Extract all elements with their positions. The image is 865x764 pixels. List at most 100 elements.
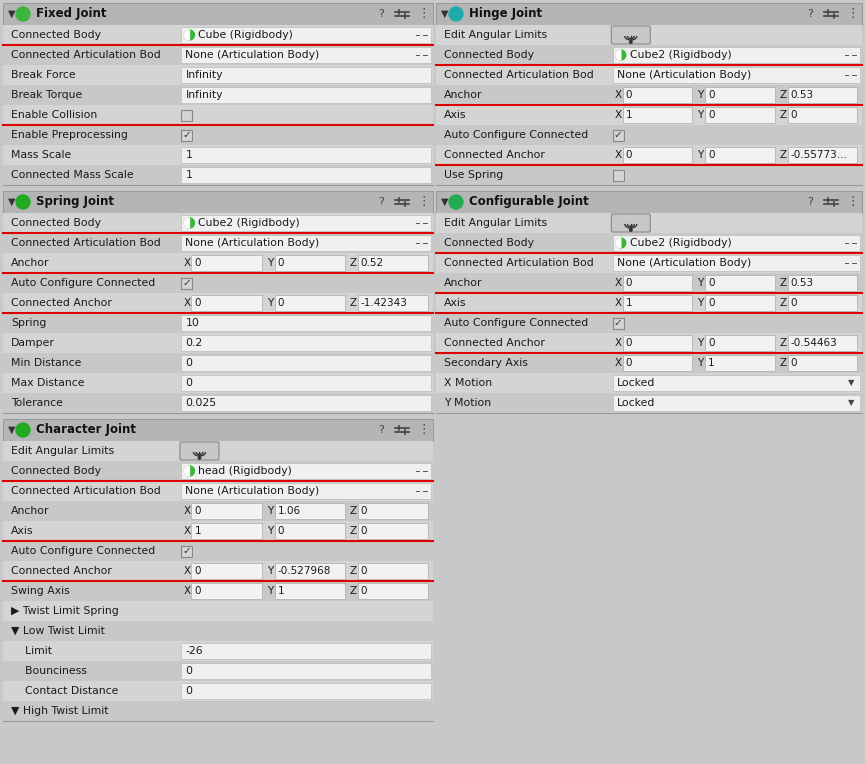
FancyBboxPatch shape bbox=[3, 145, 433, 165]
Text: 0: 0 bbox=[708, 278, 714, 288]
FancyBboxPatch shape bbox=[182, 395, 431, 411]
Text: Break Force: Break Force bbox=[11, 70, 75, 80]
Text: 10: 10 bbox=[185, 318, 199, 328]
Text: 1: 1 bbox=[185, 170, 192, 180]
Text: Locked: Locked bbox=[617, 398, 655, 408]
Wedge shape bbox=[616, 238, 621, 248]
FancyBboxPatch shape bbox=[436, 313, 862, 333]
Text: Axis: Axis bbox=[11, 526, 34, 536]
FancyBboxPatch shape bbox=[182, 167, 431, 183]
Text: ▼: ▼ bbox=[8, 197, 16, 207]
FancyBboxPatch shape bbox=[623, 355, 692, 371]
Text: 0.025: 0.025 bbox=[185, 398, 216, 408]
Text: ?: ? bbox=[378, 9, 384, 19]
Wedge shape bbox=[616, 50, 621, 60]
Text: Z: Z bbox=[779, 150, 787, 160]
Text: Y: Y bbox=[266, 298, 272, 308]
Text: Anchor: Anchor bbox=[11, 258, 49, 268]
FancyBboxPatch shape bbox=[436, 145, 862, 165]
Text: 0: 0 bbox=[625, 338, 632, 348]
Text: 1: 1 bbox=[185, 150, 192, 160]
Text: Character Joint: Character Joint bbox=[36, 423, 136, 436]
Text: 0: 0 bbox=[185, 378, 192, 388]
FancyBboxPatch shape bbox=[358, 523, 428, 539]
FancyBboxPatch shape bbox=[274, 523, 345, 539]
Text: 0: 0 bbox=[278, 526, 284, 536]
Text: 0.53: 0.53 bbox=[791, 278, 814, 288]
FancyBboxPatch shape bbox=[3, 165, 433, 185]
Text: Mass Scale: Mass Scale bbox=[11, 150, 71, 160]
Text: Z: Z bbox=[349, 586, 357, 596]
FancyBboxPatch shape bbox=[274, 295, 345, 311]
Text: X: X bbox=[615, 358, 622, 368]
Text: 0: 0 bbox=[185, 686, 192, 696]
Text: Connected Articulation Bod: Connected Articulation Bod bbox=[444, 70, 593, 80]
Text: Edit Angular Limits: Edit Angular Limits bbox=[11, 446, 114, 456]
Text: 0: 0 bbox=[708, 298, 714, 308]
Text: ?: ? bbox=[807, 197, 813, 207]
Text: Anchor: Anchor bbox=[444, 90, 483, 100]
FancyBboxPatch shape bbox=[3, 641, 433, 661]
Text: Connected Body: Connected Body bbox=[11, 30, 101, 40]
Text: Z: Z bbox=[779, 110, 787, 120]
FancyBboxPatch shape bbox=[436, 273, 862, 293]
FancyBboxPatch shape bbox=[3, 25, 433, 45]
FancyBboxPatch shape bbox=[182, 483, 431, 499]
FancyBboxPatch shape bbox=[436, 85, 862, 105]
Text: X: X bbox=[615, 338, 622, 348]
Text: ▶ Twist Limit Spring: ▶ Twist Limit Spring bbox=[11, 606, 119, 616]
Text: Z: Z bbox=[349, 258, 357, 268]
FancyBboxPatch shape bbox=[3, 481, 433, 501]
Text: Connected Mass Scale: Connected Mass Scale bbox=[11, 170, 133, 180]
Text: X: X bbox=[183, 506, 190, 516]
Text: 0: 0 bbox=[185, 666, 192, 676]
Text: Connected Articulation Bod: Connected Articulation Bod bbox=[11, 238, 161, 248]
FancyBboxPatch shape bbox=[623, 295, 692, 311]
Text: Fixed Joint: Fixed Joint bbox=[36, 8, 106, 21]
Text: Z: Z bbox=[349, 526, 357, 536]
FancyBboxPatch shape bbox=[191, 523, 261, 539]
FancyBboxPatch shape bbox=[436, 125, 862, 145]
FancyBboxPatch shape bbox=[3, 561, 433, 581]
FancyBboxPatch shape bbox=[612, 26, 650, 44]
FancyBboxPatch shape bbox=[705, 107, 774, 123]
FancyBboxPatch shape bbox=[788, 87, 857, 103]
FancyBboxPatch shape bbox=[3, 233, 433, 253]
Text: Tolerance: Tolerance bbox=[11, 398, 63, 408]
Text: Connected Anchor: Connected Anchor bbox=[444, 338, 545, 348]
FancyBboxPatch shape bbox=[623, 107, 692, 123]
FancyBboxPatch shape bbox=[191, 503, 261, 519]
FancyBboxPatch shape bbox=[436, 3, 862, 25]
FancyBboxPatch shape bbox=[623, 147, 692, 163]
Text: 0: 0 bbox=[625, 150, 632, 160]
Text: Locked: Locked bbox=[617, 378, 655, 388]
Text: Connected Anchor: Connected Anchor bbox=[11, 298, 112, 308]
FancyBboxPatch shape bbox=[705, 147, 774, 163]
Text: Z: Z bbox=[779, 278, 787, 288]
Text: None (Articulation Body): None (Articulation Body) bbox=[185, 238, 320, 248]
FancyBboxPatch shape bbox=[623, 275, 692, 291]
FancyBboxPatch shape bbox=[182, 147, 431, 163]
FancyBboxPatch shape bbox=[182, 277, 192, 289]
Text: Axis: Axis bbox=[444, 298, 466, 308]
FancyBboxPatch shape bbox=[274, 583, 345, 599]
FancyBboxPatch shape bbox=[274, 255, 345, 271]
Text: Connected Articulation Bod: Connected Articulation Bod bbox=[11, 50, 161, 60]
FancyBboxPatch shape bbox=[3, 601, 433, 621]
FancyBboxPatch shape bbox=[274, 563, 345, 579]
FancyBboxPatch shape bbox=[191, 583, 261, 599]
Text: Axis: Axis bbox=[444, 110, 466, 120]
Text: Y: Y bbox=[697, 110, 703, 120]
FancyBboxPatch shape bbox=[436, 373, 862, 393]
Text: Min Distance: Min Distance bbox=[11, 358, 81, 368]
Text: 0: 0 bbox=[708, 110, 714, 120]
FancyBboxPatch shape bbox=[3, 105, 433, 125]
Text: Connected Body: Connected Body bbox=[444, 238, 534, 248]
FancyBboxPatch shape bbox=[436, 25, 862, 45]
Text: Z: Z bbox=[349, 298, 357, 308]
FancyBboxPatch shape bbox=[358, 503, 428, 519]
FancyBboxPatch shape bbox=[705, 355, 774, 371]
Text: Y: Y bbox=[266, 506, 272, 516]
Text: Auto Configure Connected: Auto Configure Connected bbox=[444, 318, 588, 328]
Text: -0.54463: -0.54463 bbox=[791, 338, 837, 348]
